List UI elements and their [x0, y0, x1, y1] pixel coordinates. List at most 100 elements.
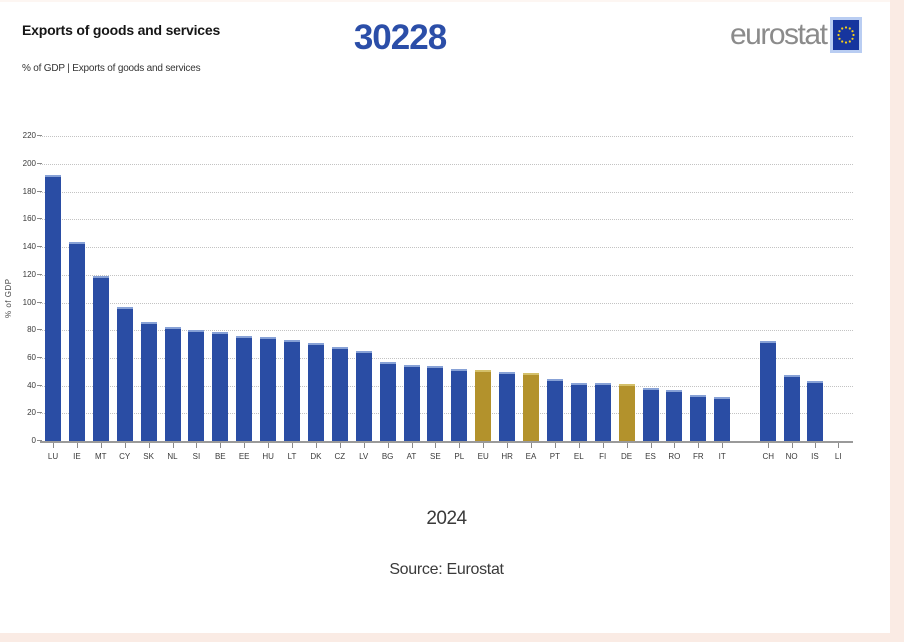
- x-axis-line: [40, 441, 853, 443]
- bar-CH: [760, 341, 777, 441]
- bar-DE: [618, 384, 635, 441]
- x-tick-EL: [578, 443, 580, 448]
- bar-HU: [260, 337, 277, 441]
- x-tick-EU: [483, 443, 485, 448]
- x-tick-label-NO: NO: [785, 452, 798, 461]
- y-tick: [37, 246, 42, 248]
- frame-bottom: [0, 633, 904, 642]
- x-tick-label-NL: NL: [167, 452, 178, 461]
- y-tick: [37, 135, 42, 137]
- x-tick-label-CZ: CZ: [334, 452, 346, 461]
- bar-LV: [355, 350, 372, 441]
- bar-ES: [642, 388, 659, 441]
- bar-IT: [714, 396, 731, 441]
- x-tick-FR: [698, 443, 700, 448]
- x-tick-LV: [363, 443, 365, 448]
- x-tick-label-DE: DE: [621, 452, 633, 461]
- chart-title: Exports of goods and services: [22, 22, 221, 38]
- gridline: [40, 219, 853, 221]
- bar-EU: [475, 370, 492, 441]
- x-tick-label-HU: HU: [262, 452, 274, 461]
- x-tick-label-BE: BE: [214, 452, 226, 461]
- bar-LU: [45, 175, 61, 441]
- gridline: [40, 413, 853, 415]
- y-tick-label: 160: [22, 214, 36, 224]
- bar-FR: [690, 395, 707, 441]
- x-tick-PT: [554, 443, 556, 448]
- x-tick-EA: [531, 443, 532, 448]
- x-tick-label-LI: LI: [834, 452, 842, 461]
- x-tick-label-IS: IS: [811, 452, 819, 461]
- gridline: [40, 247, 853, 249]
- bar-NL: [164, 327, 181, 441]
- eurostat-logo[interactable]: eurostat: [730, 16, 863, 54]
- x-tick-label-FI: FI: [599, 452, 607, 461]
- bar-LT: [284, 339, 300, 441]
- x-tick-label-EL: EL: [573, 452, 584, 461]
- y-tick: [37, 163, 42, 164]
- frame-top: [0, 0, 904, 2]
- x-tick-label-BG: BG: [381, 452, 394, 461]
- bar-AT: [403, 364, 420, 441]
- x-tick-label-IE: IE: [73, 452, 81, 461]
- x-tick-label-PL: PL: [454, 452, 465, 461]
- x-tick-FI: [602, 443, 604, 448]
- plot-area: 0 20 40 60 80 100 120 140 160 180 200 220 LU IE MT CY SK…: [23, 120, 853, 461]
- x-tick-label-DK: DK: [310, 452, 322, 461]
- bar-EA: [523, 373, 539, 441]
- bar-MT: [92, 276, 109, 441]
- y-tick: [37, 190, 42, 192]
- x-tick-SE: [435, 443, 437, 448]
- x-tick-BE: [220, 443, 222, 448]
- x-tick-AT: [411, 443, 413, 448]
- bar-NO: [783, 374, 800, 441]
- bar-FI: [594, 382, 611, 441]
- x-tick-label-SK: SK: [143, 452, 154, 461]
- x-tick-IE: [76, 443, 78, 448]
- x-tick-label-MT: MT: [95, 452, 107, 461]
- x-tick-RO: [674, 443, 676, 448]
- y-tick-label: 180: [22, 186, 36, 196]
- gridline: [40, 330, 853, 332]
- bar-SI: [188, 330, 205, 441]
- y-tick-label: 140: [22, 242, 36, 252]
- x-tick-label-SI: SI: [192, 452, 201, 461]
- y-tick: [37, 301, 42, 303]
- x-tick-LI: [838, 443, 840, 448]
- x-tick-label-CY: CY: [119, 452, 131, 461]
- source-note: Source: Eurostat: [389, 561, 504, 578]
- x-tick-CH: [768, 443, 770, 448]
- x-tick-label-AT: AT: [406, 452, 417, 461]
- x-tick-label-HR: HR: [501, 452, 513, 461]
- overlay-number: 30228: [353, 18, 447, 57]
- x-axis-year-label: 2024: [426, 508, 467, 529]
- bar-PT: [546, 378, 563, 441]
- x-tick-label-EE: EE: [238, 452, 250, 461]
- x-tick-label-IT: IT: [718, 452, 726, 461]
- y-tick: [37, 412, 42, 414]
- x-tick-PL: [459, 443, 461, 448]
- x-tick-label-LU: LU: [47, 452, 59, 461]
- y-tick: [37, 440, 42, 441]
- gridline: [40, 385, 853, 387]
- x-tick-HR: [507, 443, 509, 448]
- bar-CZ: [331, 346, 348, 441]
- x-tick-NL: [172, 443, 174, 448]
- frame-right: [890, 0, 904, 642]
- bar-PL: [451, 368, 468, 441]
- x-tick-LU: [53, 443, 54, 448]
- x-tick-CY: [124, 443, 126, 448]
- x-tick-label-LT: LT: [287, 452, 297, 461]
- bar-BG: [379, 362, 396, 441]
- x-tick-HU: [268, 443, 270, 448]
- bar-RO: [666, 389, 683, 441]
- chart-subtitle: % of GDP | Exports of goods and services: [22, 63, 201, 74]
- y-tick: [37, 329, 42, 331]
- x-tick-label-FR: FR: [692, 452, 704, 461]
- gridline: [40, 164, 853, 165]
- bar-EL: [570, 382, 587, 441]
- x-tick-NO: [791, 443, 793, 448]
- x-tick-IS: [814, 443, 816, 448]
- y-tick-label: 220: [22, 131, 36, 141]
